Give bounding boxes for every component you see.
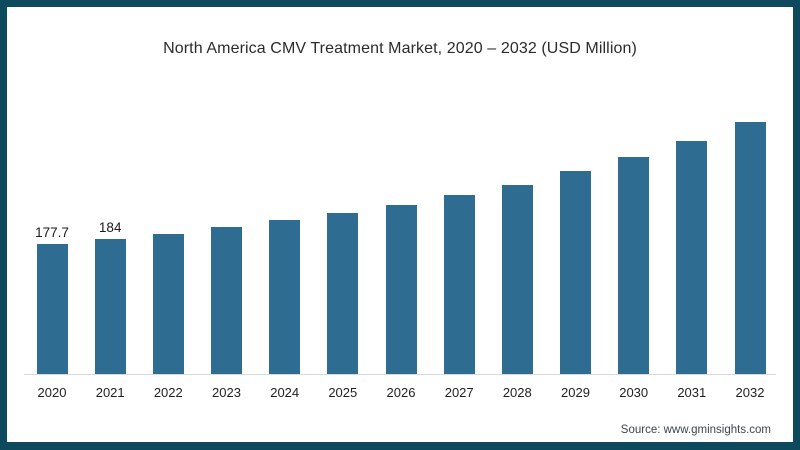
bar-2028 — [501, 185, 533, 374]
x-tick-label-2020: 2020 — [37, 385, 67, 400]
bar-2021 — [94, 239, 126, 374]
x-tick-label-2031: 2031 — [677, 385, 707, 400]
x-tick-label-2032: 2032 — [735, 385, 765, 400]
x-tick-label-2029: 2029 — [561, 385, 590, 400]
bar-2027 — [443, 195, 475, 374]
x-tick-label-2024: 2024 — [270, 385, 300, 400]
x-tick-label-2027: 2027 — [444, 385, 474, 400]
bar-2024 — [269, 220, 301, 374]
x-tick-label-2030: 2030 — [619, 385, 649, 400]
chart-title: North America CMV Treatment Market, 2020… — [163, 40, 637, 57]
x-tick-label-2023: 2023 — [212, 385, 241, 400]
bar-2025 — [327, 213, 359, 374]
x-tick-label-2022: 2022 — [153, 385, 183, 400]
bar-2030 — [618, 157, 650, 374]
bar-2031 — [676, 141, 708, 374]
x-tick-label-2025: 2025 — [328, 385, 358, 400]
bar-2032 — [734, 122, 766, 374]
bar-2023 — [211, 227, 242, 374]
bar-2022 — [152, 234, 184, 374]
bar-value-label-2021: 184 — [98, 220, 122, 235]
bar-2029 — [560, 171, 591, 374]
bar-2026 — [385, 205, 417, 374]
plot-area: 177.7 2020 184 2021 2022 2023 2024 2025 2026 2027… — [7, 7, 793, 442]
x-tick-label-2021: 2021 — [95, 385, 125, 400]
x-tick-label-2028: 2028 — [502, 385, 532, 400]
x-tick-label-2026: 2026 — [386, 385, 416, 400]
bar-2020 — [36, 244, 68, 374]
source-note: Source: www.gminsights.com — [620, 424, 771, 436]
x-axis-line — [24, 374, 776, 375]
chart-canvas: North America CMV Treatment Market, 2020… — [7, 7, 793, 442]
bar-value-label-2020: 177.7 — [35, 225, 69, 240]
